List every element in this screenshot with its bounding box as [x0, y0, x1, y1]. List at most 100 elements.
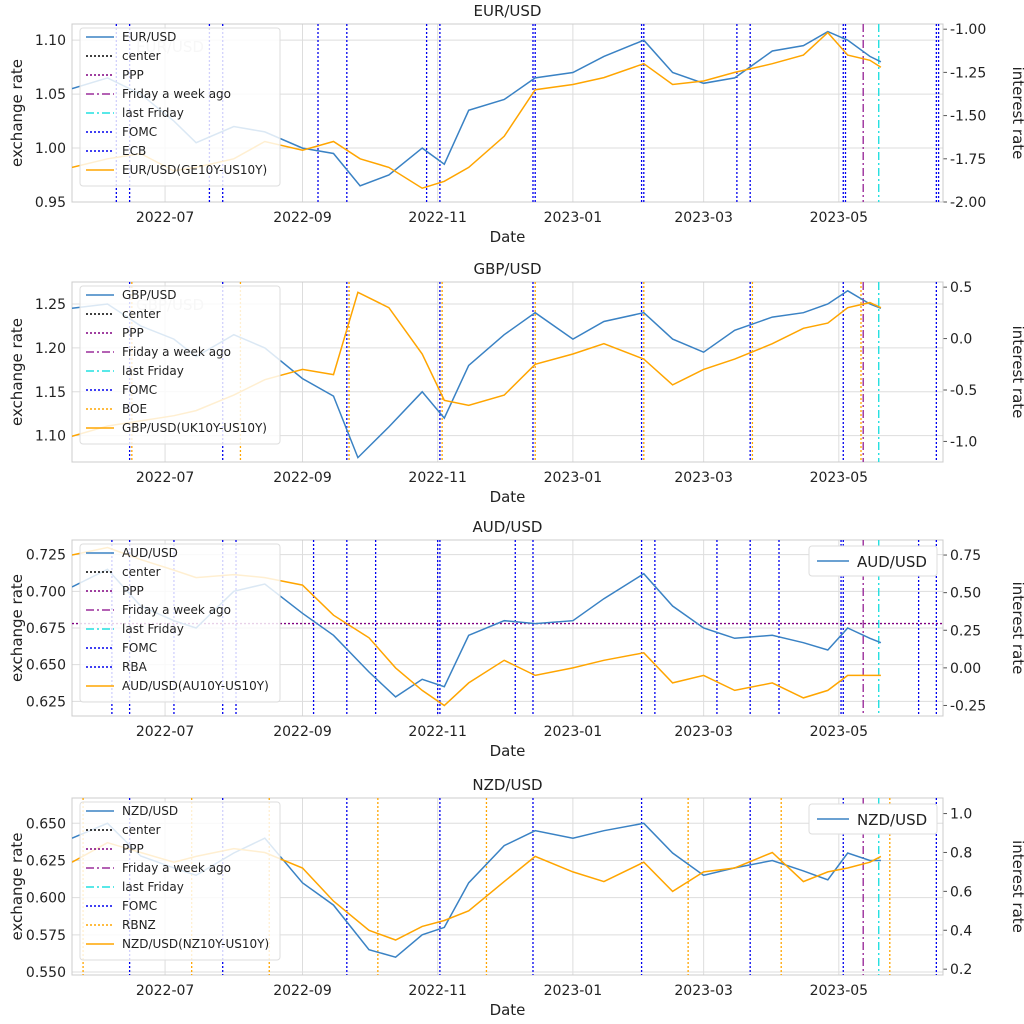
legend-box — [79, 285, 281, 445]
y-axis-label: exchange rate — [8, 59, 26, 167]
y-axis-label-right: interest rate — [1009, 67, 1024, 160]
legend-entry: FOMC — [122, 899, 157, 913]
right-tick-label: 0.25 — [950, 623, 981, 639]
legend-entry: center — [122, 565, 161, 579]
legend-entry: last Friday — [122, 622, 184, 636]
x-tick-label: 2023-05 — [810, 724, 869, 740]
extra-legend-entry: NZD/USD — [857, 811, 927, 829]
y-tick-label: 0.600 — [26, 891, 66, 907]
x-tick-label: 2022-07 — [136, 470, 195, 486]
legend-entry: NZD/USD — [122, 804, 178, 818]
right-tick-label: 0.5 — [950, 280, 972, 296]
y-tick-label: 0.550 — [26, 965, 66, 981]
chart-panel-aud-usd: AUD/USD 0.625 0.650 0.675 0.700 0.725 -0.25 0.0… — [8, 518, 1024, 760]
x-tick-label: 2022-11 — [408, 983, 467, 999]
plot-frame — [71, 539, 944, 717]
y-tick-label: 0.650 — [26, 816, 66, 832]
x-axis-label: Date — [490, 488, 526, 506]
right-tick-label: 0.2 — [950, 962, 972, 978]
chart-title: NZD/USD — [472, 776, 542, 794]
x-tick-label: 2023-03 — [674, 724, 733, 740]
right-tick-label: -0.5 — [950, 383, 977, 399]
right-tick-label: -1.00 — [950, 22, 986, 38]
chart-panel-eur-usd: EUR/USD 0.95 1.00 1.05 1.10 -2.00 -1.75 -1.50 -1… — [8, 2, 1024, 246]
x-tick-label: 2022-07 — [136, 724, 195, 740]
y-tick-label: 0.700 — [26, 584, 66, 600]
legend-entry: Friday a week ago — [122, 87, 231, 101]
extra-legend-box — [808, 545, 938, 577]
legend: GBP/USD center PPP Friday a week ago last Fr… — [79, 285, 281, 445]
legend-entry: Friday a week ago — [122, 345, 231, 359]
legend-entry: FOMC — [122, 383, 157, 397]
x-tick-label: 2023-01 — [544, 470, 603, 486]
x-tick-label: 2023-03 — [674, 470, 733, 486]
legend-entry: Friday a week ago — [122, 603, 231, 617]
y-axis-label: exchange rate — [8, 574, 26, 682]
legend-entry: GBP/USD(UK10Y-US10Y) — [122, 421, 267, 435]
legend-entry: NZD/USD(NZ10Y-US10Y) — [122, 937, 269, 951]
x-tick-label: 2023-05 — [810, 983, 869, 999]
legend-entry: last Friday — [122, 364, 184, 378]
x-tick-label: 2023-03 — [674, 983, 733, 999]
right-tick-label: 0.00 — [950, 661, 981, 677]
chart-title: GBP/USD — [473, 260, 541, 278]
y-tick-label: 0.675 — [26, 621, 66, 637]
y-axis-label: exchange rate — [8, 832, 26, 940]
y-tick-label: 0.725 — [26, 548, 66, 564]
x-tick-label: 2022-11 — [408, 210, 467, 226]
legend: NZD/USD center PPP Friday a week ago last Fr… — [79, 801, 281, 961]
legend-entry: EUR/USD — [122, 30, 176, 44]
x-tick-label: 2022-09 — [273, 210, 332, 226]
legend-entry: AUD/USD — [122, 546, 178, 560]
x-axis-label: Date — [490, 228, 526, 246]
y-tick-label: 1.05 — [35, 87, 66, 103]
x-tick-label: 2022-07 — [136, 983, 195, 999]
legend-entry: center — [122, 49, 161, 63]
right-tick-label: 1.0 — [950, 807, 972, 823]
x-tick-label: 2022-09 — [273, 724, 332, 740]
legend-entry: AUD/USD(AU10Y-US10Y) — [122, 679, 269, 693]
y-axis-label: exchange rate — [8, 318, 26, 426]
y-tick-label: 0.650 — [26, 658, 66, 674]
right-tick-label: 0.0 — [950, 332, 972, 348]
legend-entry: PPP — [122, 326, 144, 340]
plot-frame — [71, 797, 944, 976]
x-tick-label: 2023-01 — [544, 983, 603, 999]
legend-box — [79, 27, 281, 187]
right-tick-label: 0.75 — [950, 548, 981, 564]
plot-frame — [71, 281, 944, 463]
y-tick-label: 1.10 — [35, 429, 66, 445]
x-tick-label: 2022-11 — [408, 724, 467, 740]
right-tick-label: -1.25 — [950, 65, 986, 81]
y-tick-label: 0.625 — [26, 853, 66, 869]
legend-entry: ECB — [122, 144, 146, 158]
legend-entry: Friday a week ago — [122, 861, 231, 875]
legend-entry: GBP/USD — [122, 288, 176, 302]
right-tick-label: -0.25 — [950, 698, 986, 714]
right-tick-label: -2.00 — [950, 195, 986, 211]
y-axis-label-right: interest rate — [1009, 582, 1024, 675]
x-tick-label: 2023-01 — [544, 724, 603, 740]
x-tick-label: 2022-07 — [136, 210, 195, 226]
x-tick-label: 2022-11 — [408, 470, 467, 486]
y-tick-label: 1.20 — [35, 341, 66, 357]
extra-legend-entry: AUD/USD — [857, 553, 927, 571]
legend-entry: EUR/USD(GE10Y-US10Y) — [122, 163, 267, 177]
legend-entry: BOE — [122, 402, 147, 416]
y-axis-label-right: interest rate — [1009, 840, 1024, 933]
y-tick-label: 0.625 — [26, 694, 66, 710]
legend-box — [79, 801, 281, 961]
legend-entry: last Friday — [122, 106, 184, 120]
chart-title: EUR/USD — [474, 2, 542, 20]
x-tick-label: 2023-03 — [674, 210, 733, 226]
right-tick-label: -1.0 — [950, 434, 977, 450]
legend: EUR/USD center PPP Friday a week ago last Fr… — [79, 27, 281, 187]
legend-entry: FOMC — [122, 125, 157, 139]
legend-entry: PPP — [122, 842, 144, 856]
legend: AUD/USD center PPP Friday a week ago last Fr… — [79, 543, 281, 703]
legend-box — [79, 543, 281, 703]
right-tick-label: 0.6 — [950, 884, 972, 900]
y-tick-label: 1.10 — [35, 33, 66, 49]
extra-legend: NZD/USD — [808, 803, 938, 835]
